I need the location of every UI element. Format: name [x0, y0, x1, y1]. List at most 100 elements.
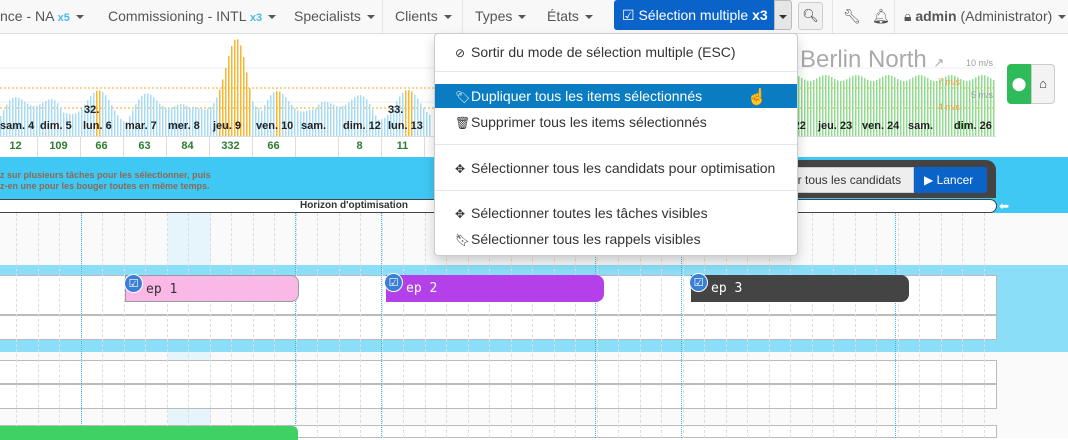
divider	[435, 71, 797, 72]
wind-bar	[978, 75, 980, 136]
wrench-icon: 🔧︎	[843, 8, 861, 24]
wind-bar	[807, 80, 809, 136]
nav-menu-maintenance[interactable]: nce - NA x5	[0, 0, 84, 33]
wind-bar	[138, 99, 140, 136]
grid-line	[618, 213, 619, 438]
day-label: lun. 13	[388, 120, 423, 132]
site-name: Berlin North	[800, 46, 927, 73]
wind-bar	[867, 79, 869, 136]
daily-count: 332	[221, 140, 240, 152]
horizon-label: Horizon d'optimisation	[300, 200, 408, 211]
wind-bar	[927, 78, 929, 136]
wind-bar	[198, 107, 200, 136]
wind-bar	[903, 80, 905, 136]
wind-bar	[879, 78, 881, 136]
menu-item-select-visible-tasks[interactable]: ✥ Sélectionner toutes les tâches visibles	[435, 201, 797, 225]
wind-bar	[966, 80, 968, 136]
divider	[462, 0, 463, 33]
divider	[252, 137, 253, 158]
wind-bar	[51, 99, 53, 136]
nav-menu-clients[interactable]: Clients	[395, 0, 452, 33]
divider	[424, 137, 425, 158]
day-label: dim. 26	[954, 120, 992, 132]
grid-line	[553, 213, 555, 438]
menu-item-duplicate-selected[interactable]: 🏷︎Dupliquer tous les items sélectionnés ☝	[435, 84, 797, 108]
map-location-button[interactable]: ⬤	[1007, 64, 1031, 104]
arrow-left-icon[interactable]: ⬅	[999, 199, 1010, 213]
wind-bar	[210, 106, 212, 136]
gantt-row	[0, 315, 997, 340]
launch-button[interactable]: ▶ Lancer	[914, 167, 987, 193]
task-bar[interactable]: ☑ ep 2	[384, 273, 604, 302]
divider	[894, 0, 895, 33]
notifications-button[interactable]: 🔔︎	[872, 0, 890, 33]
caret-down-icon	[584, 15, 593, 20]
wind-bar	[42, 102, 44, 136]
day-label: sam. 4	[0, 120, 35, 132]
wind-bar	[984, 75, 986, 136]
daily-count: 12	[9, 140, 22, 152]
home-button[interactable]: ⌂	[1031, 64, 1055, 104]
grid-line	[983, 213, 985, 438]
wind-bar	[366, 99, 368, 136]
wind-bar	[72, 114, 74, 136]
user-menu[interactable]: 🔒︎ admin (Administrator)	[904, 0, 1067, 33]
task-bar[interactable]: ☑ ep 3	[689, 273, 909, 302]
nav-menu-types[interactable]: Types	[475, 0, 527, 33]
week-line	[681, 213, 682, 438]
grid-line	[876, 213, 877, 438]
wind-bar	[885, 75, 887, 136]
divider	[832, 0, 833, 33]
daily-count: 8	[356, 140, 363, 152]
menu-item-delete-selected[interactable]: 🗑︎Supprimer tous les items sélectionnés	[435, 110, 797, 134]
wind-bar	[936, 80, 938, 136]
day-label: dim. 5	[40, 120, 72, 132]
wind-bar	[426, 111, 428, 136]
nav-menu-specialists[interactable]: Specialists	[294, 0, 375, 33]
crosshairs-icon: ✥	[455, 162, 466, 176]
wind-bar	[828, 75, 830, 136]
task-bar-green[interactable]	[0, 426, 298, 440]
nav-menu-etats[interactable]: États	[547, 0, 593, 33]
wind-bar	[261, 110, 263, 136]
menu-item-select-candidates[interactable]: ✥ Sélectionner tous les candidats pour op…	[435, 156, 797, 180]
wind-bar	[15, 97, 17, 136]
wind-bar	[975, 77, 977, 136]
wind-bar	[81, 108, 83, 136]
wind-bar	[834, 78, 836, 136]
wind-bar	[354, 97, 356, 136]
multi-select-button[interactable]: ☑ Sélection multiple x3	[614, 0, 774, 30]
wind-bar	[282, 93, 284, 136]
grid-line	[854, 213, 856, 438]
wind-bar	[882, 76, 884, 136]
wind-bar	[321, 102, 323, 136]
wind-bar	[993, 79, 995, 136]
settings-button[interactable]: 🔧︎	[843, 0, 861, 33]
wind-bar	[147, 93, 149, 136]
nav-menu-commissioning[interactable]: Commissioning - INTL x3	[108, 0, 277, 33]
check-square-icon: ☑	[384, 273, 403, 292]
wind-bar	[819, 76, 821, 136]
external-link-icon[interactable]: ↗	[933, 55, 945, 70]
wind-bar	[804, 79, 806, 136]
wind-bar	[825, 75, 827, 136]
select-all-candidates-button[interactable]: er tous les candidats	[780, 167, 914, 193]
wind-bar	[255, 106, 257, 136]
multi-select-dropdown-toggle[interactable]	[774, 0, 792, 30]
grid-line	[704, 213, 705, 438]
day-label: mar. 7	[125, 120, 157, 132]
menu-item-label: Sortir du mode de sélection multiple (ES…	[471, 44, 736, 60]
menu-item-select-visible-reminders[interactable]: 🔖︎Sélectionner tous les rappels visibles	[435, 227, 797, 251]
wind-bar	[27, 103, 29, 136]
search-button[interactable]: 🔍︎	[798, 2, 823, 30]
task-bar[interactable]: ☑ ep 1	[124, 274, 299, 302]
nav-label: nce - NA	[0, 8, 54, 24]
wind-bar	[195, 107, 197, 136]
menu-item-exit-multi-select[interactable]: ⊘ Sortir du mode de sélection multiple (E…	[435, 40, 797, 64]
wind-bar	[309, 110, 311, 136]
grid-line	[446, 213, 447, 438]
wind-bar	[429, 114, 431, 136]
grid-line	[381, 213, 383, 438]
menu-item-label: Supprimer tous les items sélectionnés	[471, 114, 707, 130]
wind-bar	[105, 95, 107, 136]
